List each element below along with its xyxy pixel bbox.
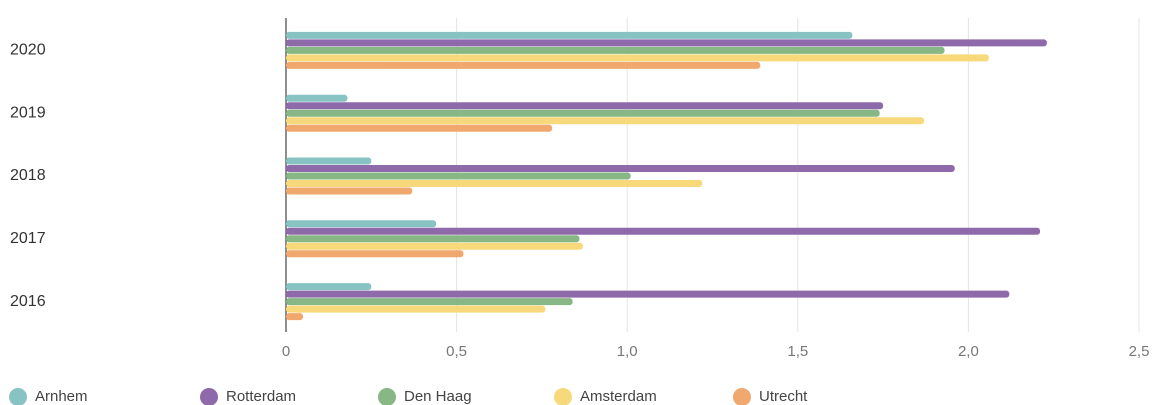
bar (286, 305, 546, 313)
bar (286, 54, 989, 62)
legend-marker (378, 388, 396, 405)
x-tick-label: 2,0 (958, 343, 979, 360)
bar (286, 31, 853, 39)
bar (286, 61, 761, 69)
bar (286, 124, 553, 132)
bar (286, 298, 573, 306)
bar (286, 180, 703, 187)
bar (286, 46, 945, 54)
x-tick-label: 1,0 (617, 343, 638, 360)
legend-marker (200, 388, 218, 405)
legend-label: Rotterdam (226, 388, 296, 405)
bar (286, 220, 437, 228)
bar (286, 235, 580, 243)
bar (286, 242, 583, 250)
bar (286, 157, 372, 165)
bar (286, 117, 925, 125)
legend-marker (733, 388, 751, 405)
y-tick-label: 2016 (10, 293, 46, 310)
bar (286, 172, 631, 180)
x-tick-label: 0,5 (446, 343, 467, 360)
bar (286, 39, 1047, 47)
bar (286, 250, 464, 258)
y-tick-label: 2020 (10, 42, 46, 59)
bar (286, 313, 304, 321)
y-tick-label: 2019 (10, 104, 46, 121)
legend-label: Utrecht (759, 388, 808, 405)
legend-marker (554, 388, 572, 405)
bar (286, 290, 1010, 298)
legend-label: Amsterdam (580, 388, 657, 405)
legend-label: Den Haag (404, 388, 472, 405)
bar (286, 283, 372, 291)
bar (286, 109, 880, 117)
bar (286, 102, 884, 110)
x-tick-label: 1,5 (787, 343, 808, 360)
bar (286, 187, 413, 195)
bar (286, 94, 348, 102)
legend-label: Arnhem (35, 388, 88, 405)
legend-marker (9, 388, 27, 405)
y-tick-label: 2017 (10, 230, 46, 247)
y-tick-label: 2018 (10, 167, 46, 184)
x-tick-label: 2,5 (1129, 343, 1150, 360)
x-tick-label: 0 (282, 343, 290, 360)
bar (286, 227, 1041, 235)
bar (286, 165, 955, 172)
